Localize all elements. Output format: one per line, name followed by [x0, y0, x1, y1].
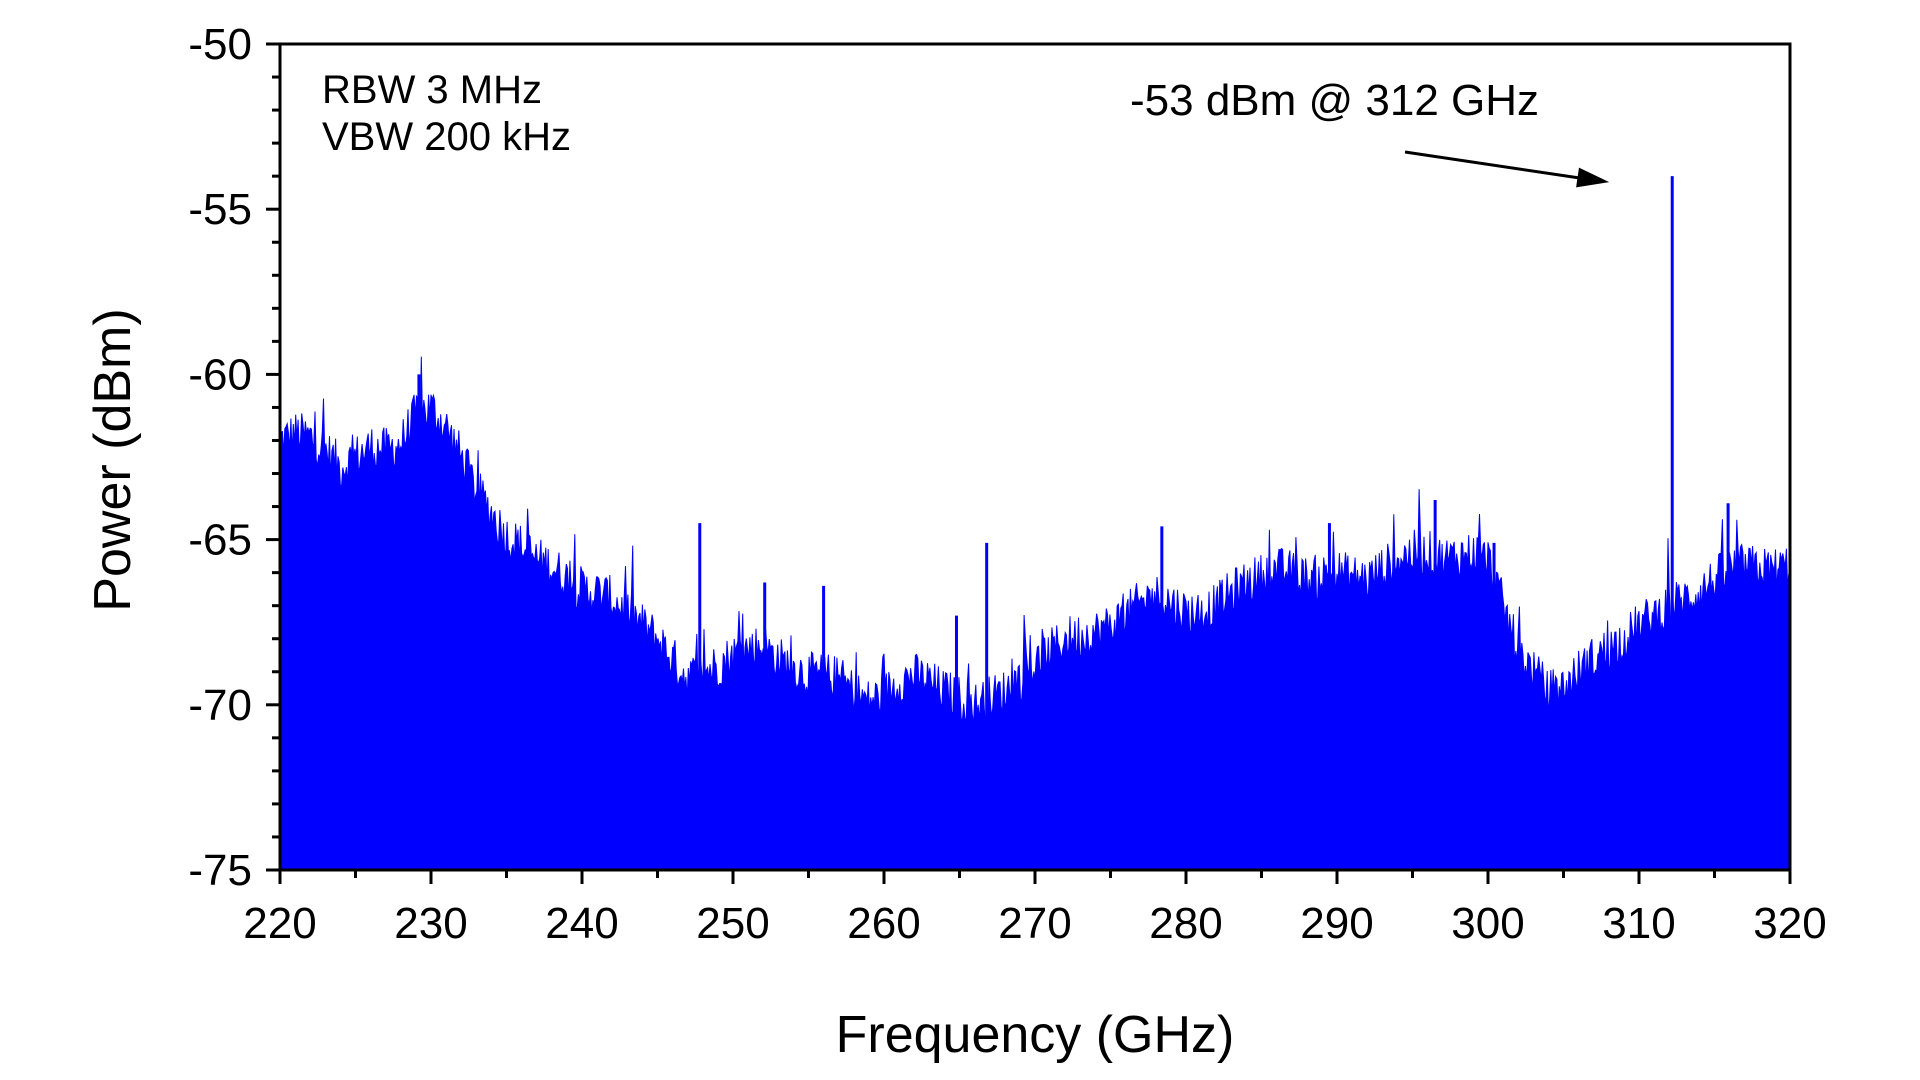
y-tick-label: -50 [188, 20, 252, 69]
note-rbw: RBW 3 MHz [322, 68, 542, 112]
spectrum-area [279, 356, 1791, 871]
x-tick-label: 250 [696, 899, 769, 948]
peak-annotation-text: -53 dBm @ 312 GHz [1130, 76, 1539, 125]
y-tick-label: -55 [188, 185, 252, 234]
x-tick-label: 320 [1753, 899, 1826, 948]
x-tick-label: 260 [847, 899, 920, 948]
x-tick-label: 230 [394, 899, 467, 948]
x-tick-label: 220 [243, 899, 316, 948]
x-tick-label: 280 [1149, 899, 1222, 948]
x-tick-label: 240 [545, 899, 618, 948]
note-vbw: VBW 200 kHz [322, 115, 571, 159]
y-axis: -50 -55 -60 -65 -70 -75 [188, 20, 280, 895]
peak-annotation-arrow [1404, 150, 1610, 188]
x-axis: 220 230 240 250 260 270 280 290 300 310 320 [243, 870, 1827, 948]
x-axis-title: Frequency (GHz) [836, 1006, 1235, 1064]
y-tick-label: -60 [188, 350, 252, 399]
spectrum-fill-layer [279, 176, 1791, 871]
y-tick-label: -70 [188, 681, 252, 730]
arrow-head [1576, 167, 1610, 188]
x-tick-label: 300 [1451, 899, 1524, 948]
y-axis-title: Power (dBm) [84, 308, 142, 611]
y-tick-label: -65 [188, 516, 252, 565]
x-tick-label: 310 [1602, 899, 1675, 948]
y-tick-label: -75 [188, 846, 252, 895]
x-tick-label: 270 [998, 899, 1071, 948]
x-tick-label: 290 [1300, 899, 1373, 948]
arrow-shaft [1404, 150, 1588, 181]
